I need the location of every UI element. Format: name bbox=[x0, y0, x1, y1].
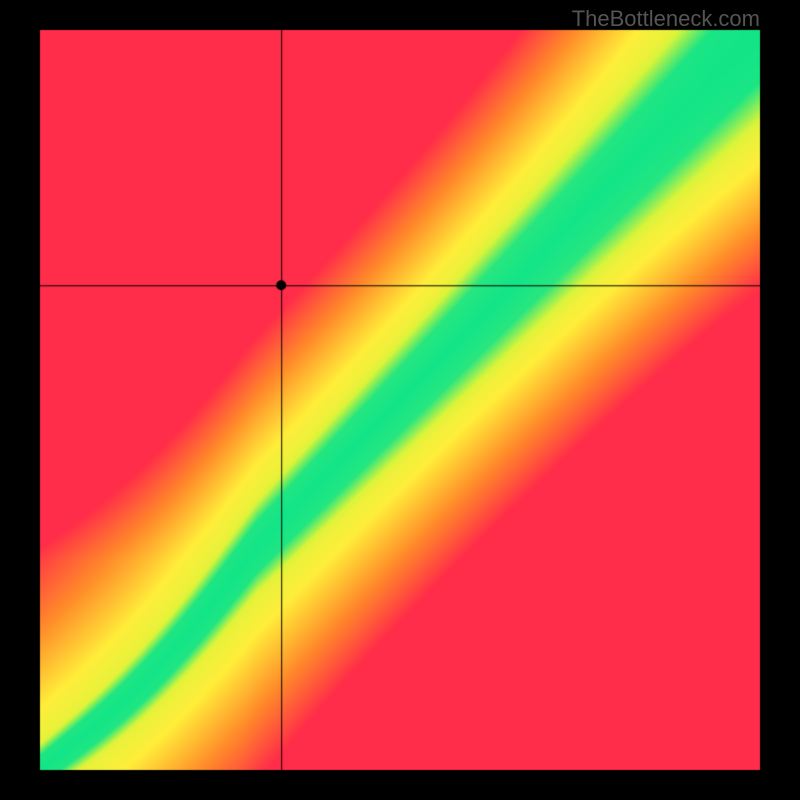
heatmap-canvas bbox=[0, 0, 800, 800]
watermark-text: TheBottleneck.com bbox=[572, 6, 760, 32]
chart-container: TheBottleneck.com bbox=[0, 0, 800, 800]
